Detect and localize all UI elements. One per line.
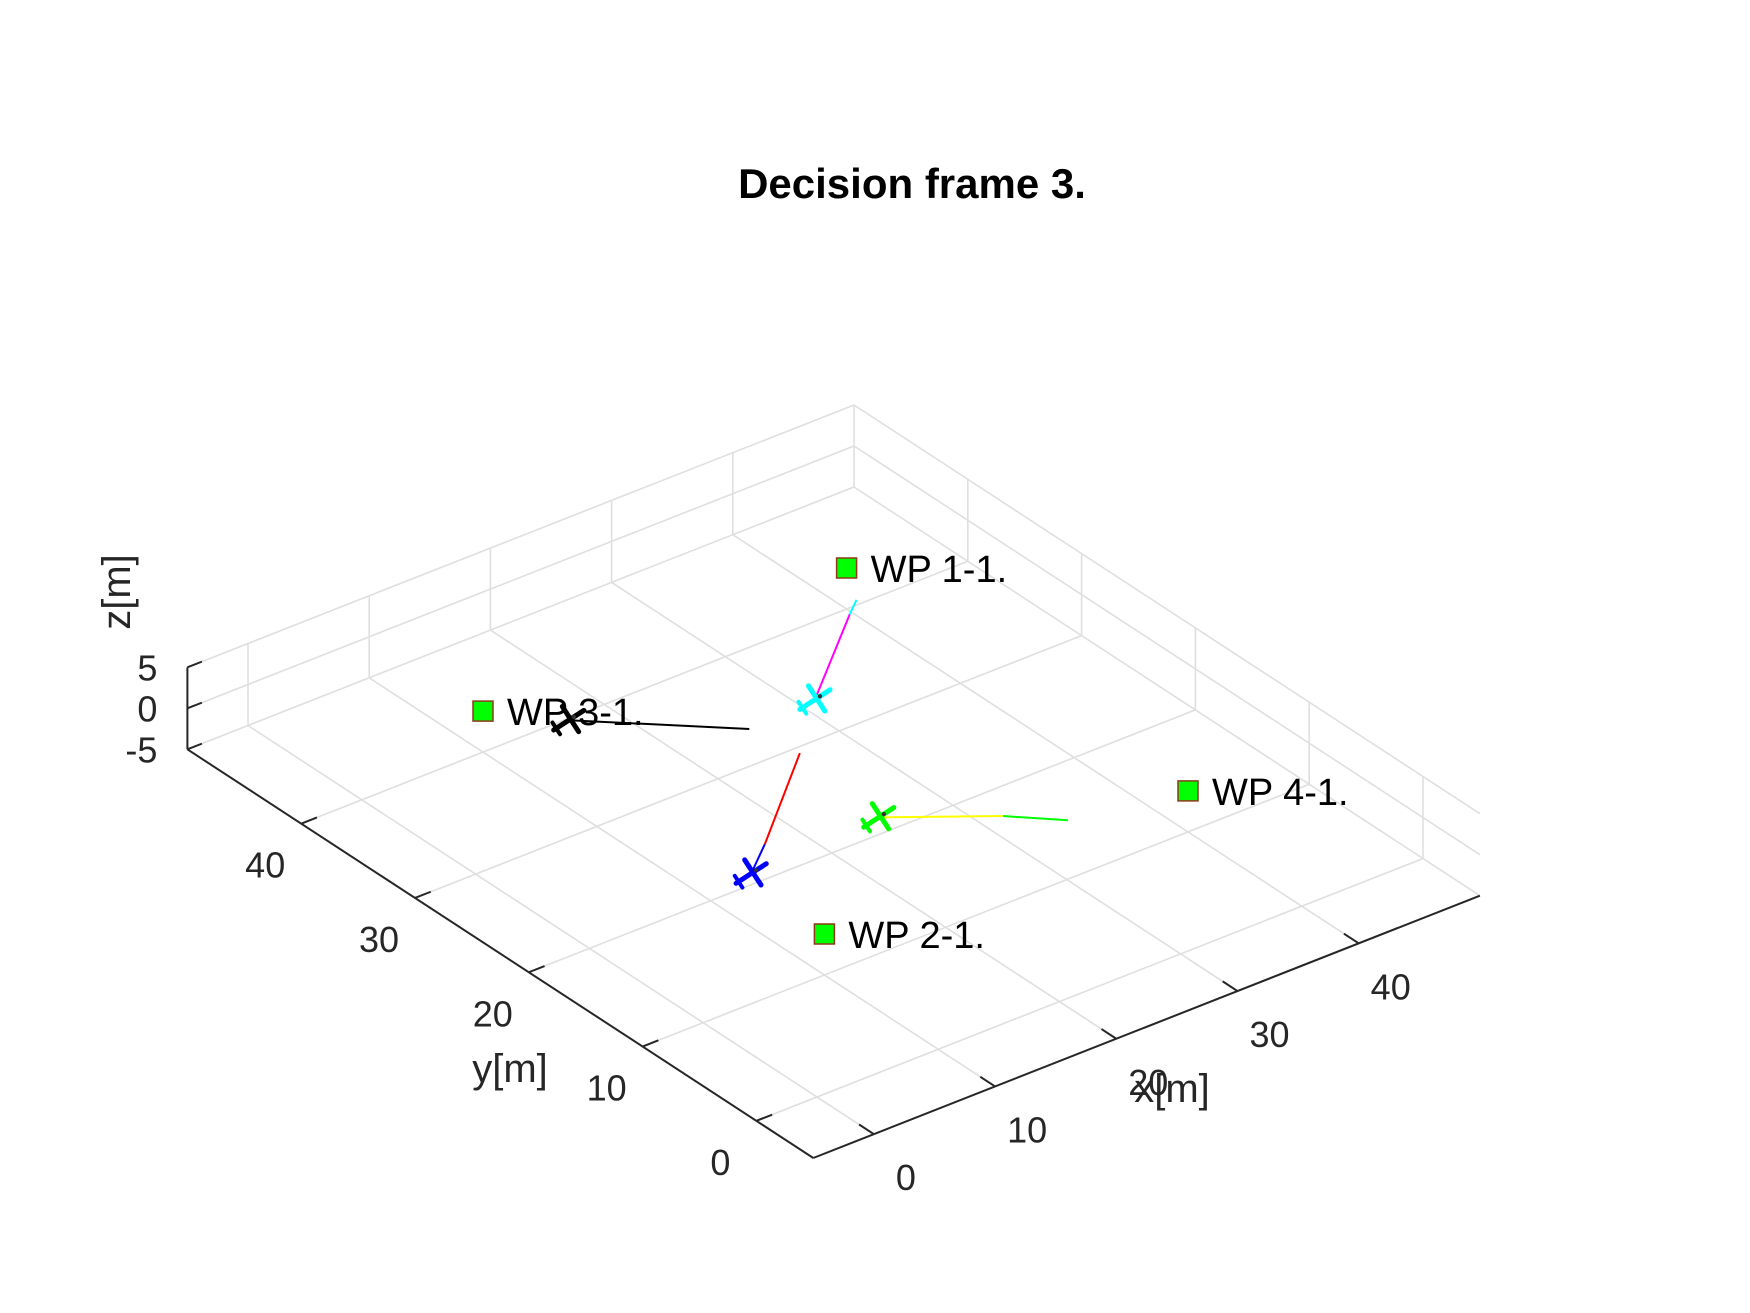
data <box>472 557 1199 945</box>
y-axis-line <box>186 748 814 1159</box>
grid-line-z <box>853 486 1481 897</box>
aircraft-3 <box>732 857 769 890</box>
y-tick-label: 20 <box>473 993 513 1034</box>
grid-line-x <box>489 629 1117 1040</box>
y-tick <box>300 816 318 825</box>
z-tick-label: 5 <box>137 647 157 688</box>
x-tick-label: 30 <box>1249 1014 1289 1055</box>
x-tick-label: 20 <box>1128 1062 1168 1103</box>
aircraft-tail <box>550 720 563 737</box>
grid <box>187 404 1481 1135</box>
aircraft-tail <box>860 817 873 834</box>
waypoint-marker-4 <box>1177 780 1199 802</box>
x-tick <box>1100 1028 1117 1040</box>
waypoint-label-2: WP 2-1. <box>848 915 985 957</box>
axes <box>186 660 1481 1159</box>
x-tick <box>1222 980 1239 992</box>
trajectory-4-segment <box>878 815 1004 819</box>
x-tick-label: 0 <box>896 1157 916 1198</box>
grid-line-z <box>853 404 1481 815</box>
trajectory-4-segment <box>1003 815 1068 822</box>
grid-line-y <box>414 634 1082 899</box>
x-tick-label: 10 <box>1007 1109 1047 1150</box>
x-tick <box>858 1123 875 1135</box>
y-tick-label: 40 <box>245 845 285 886</box>
grid-line-z <box>853 445 1481 856</box>
trajectory-2-segment <box>848 599 858 615</box>
aircraft-1 <box>550 704 587 737</box>
trajectory-3-segment <box>750 843 766 874</box>
grid-line-z <box>187 404 855 669</box>
grid-line-x <box>368 677 996 1088</box>
grid-line-z <box>187 445 855 710</box>
z-tick-label: -5 <box>125 729 157 770</box>
aircraft-wing <box>742 857 764 888</box>
aircraft-marker <box>754 868 759 873</box>
waypoint-marker-2 <box>813 923 836 945</box>
waypoint-marker-3 <box>472 700 494 722</box>
y-tick <box>528 965 545 974</box>
chart-title: Decision frame 3. <box>738 160 1086 207</box>
aircraft-wing <box>559 704 582 735</box>
trajectory-3-segment <box>763 752 801 845</box>
y-axis-label: y[m] <box>472 1047 548 1091</box>
grid-line-x <box>732 534 1360 945</box>
grid-line-y <box>756 857 1424 1122</box>
y-tick <box>642 1039 659 1048</box>
waypoint-label-3: WP 3-1. <box>507 692 644 734</box>
aircraft-tail <box>732 873 745 890</box>
y-tick <box>414 890 432 899</box>
grid-line-y <box>642 783 1310 1048</box>
aircraft-4 <box>860 801 897 834</box>
x-tick-label: 40 <box>1371 966 1411 1007</box>
trajectory-1-segment <box>568 719 750 730</box>
x-tick <box>979 1075 996 1088</box>
y-tick <box>756 1113 773 1122</box>
grid-line-y <box>300 560 969 825</box>
y-tick-label: 0 <box>710 1142 730 1183</box>
aircraft-tail <box>796 699 809 716</box>
aircraft-marker <box>571 714 577 720</box>
x-axis-line <box>812 894 1481 1159</box>
y-tick-label: 10 <box>587 1068 627 1109</box>
grid-line-z <box>187 486 855 751</box>
waypoint-label-4: WP 4-1. <box>1212 772 1349 814</box>
z-axis-label: z[m] <box>95 554 139 630</box>
z-tick <box>187 701 203 710</box>
grid-line-x <box>247 724 875 1135</box>
waypoint-label-1: WP 1-1. <box>871 549 1008 591</box>
aircraft-wing <box>805 683 828 714</box>
aircraft-wing <box>869 801 892 832</box>
z-tick <box>187 660 203 669</box>
grid-line-x <box>611 581 1238 992</box>
aircraft-marker <box>881 811 887 817</box>
x-axis-label: x[m] <box>1134 1067 1210 1111</box>
x-tick <box>1343 932 1360 945</box>
grid-line-y <box>528 709 1196 973</box>
y-tick-label: 30 <box>359 919 399 960</box>
trajectory-2-segment <box>814 614 851 700</box>
aircraft-2 <box>796 683 833 716</box>
z-tick-label: 0 <box>137 688 157 729</box>
waypoint-marker-1 <box>835 557 858 579</box>
z-tick <box>187 742 203 751</box>
aircraft-marker <box>817 694 823 699</box>
